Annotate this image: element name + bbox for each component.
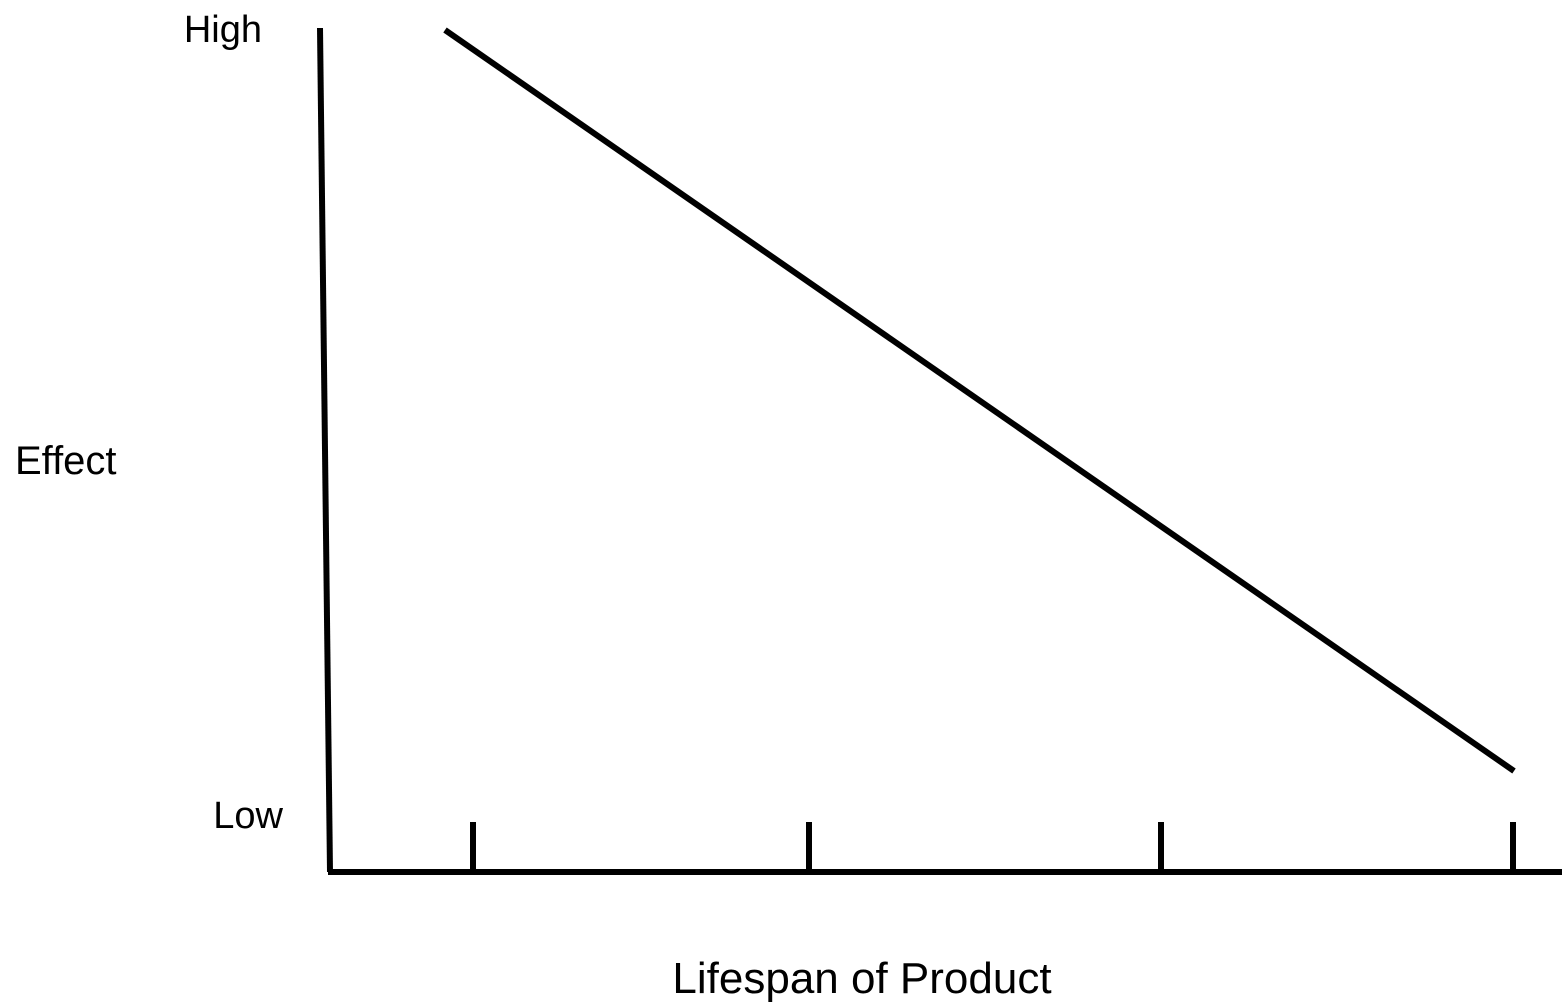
- y-axis-line: [317, 27, 333, 873]
- x-axis-title: Lifespan of Product: [672, 954, 1051, 1002]
- y-high-label: High: [184, 9, 262, 51]
- trend-line: [443, 27, 1516, 774]
- y-low-label: Low: [213, 795, 283, 837]
- y-axis-title: Effect: [15, 439, 117, 483]
